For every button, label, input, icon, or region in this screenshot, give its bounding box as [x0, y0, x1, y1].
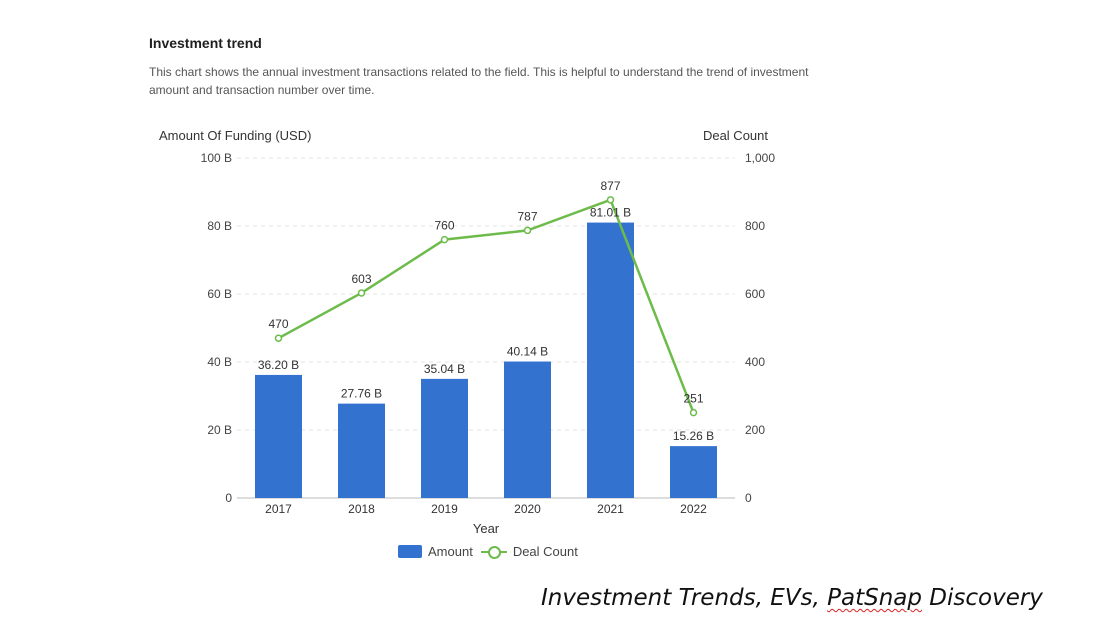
- deal-count-value-label: 603: [351, 272, 371, 286]
- x-tick-label: 2020: [514, 502, 541, 516]
- legend-label-deal-count: Deal Count: [513, 544, 578, 559]
- bar-value-label: 35.04 B: [424, 362, 465, 376]
- legend-line-swatch-icon: [481, 545, 507, 558]
- y-left-tick-label: 80 B: [207, 219, 232, 233]
- y-right-tick-label: 400: [745, 355, 765, 369]
- y-left-tick-label: 40 B: [207, 355, 232, 369]
- caption-tail: Discovery: [922, 585, 1043, 611]
- y-right-tick-label: 0: [745, 491, 752, 505]
- chart-legend: Amount Deal Count: [398, 544, 578, 559]
- bar-series: [255, 223, 717, 498]
- deal-count-point-2017: [276, 335, 282, 341]
- legend-label-amount: Amount: [428, 544, 473, 559]
- y-left-tick-label: 20 B: [207, 423, 232, 437]
- investment-trend-chart: 0 0 20 B 200 40 B 400 60 B 600 80 B 800 100 B 1,000…: [0, 0, 1100, 540]
- caption-main: Investment Trends, EVs,: [541, 585, 827, 611]
- legend-item-amount[interactable]: Amount: [398, 544, 473, 559]
- bar-value-label: 15.26 B: [673, 429, 714, 443]
- y-right-tick-label: 200: [745, 423, 765, 437]
- deal-count-value-label: 470: [268, 317, 288, 331]
- y-left-axis-title: Amount Of Funding (USD): [159, 128, 311, 143]
- bar-value-label: 36.20 B: [258, 358, 299, 372]
- y-left-tick-label: 60 B: [207, 287, 232, 301]
- deal-count-point-2019: [442, 237, 448, 243]
- x-tick-label: 2018: [348, 502, 375, 516]
- deal-count-value-label: 787: [517, 209, 537, 223]
- legend-item-deal-count[interactable]: Deal Count: [481, 544, 578, 559]
- bar-2021: [587, 223, 634, 498]
- x-tick-label: 2017: [265, 502, 292, 516]
- deal-count-value-label: 877: [600, 179, 620, 193]
- bar-2017: [255, 375, 302, 498]
- bar-value-label: 40.14 B: [507, 345, 548, 359]
- deal-count-value-label: 251: [683, 392, 703, 406]
- bar-2018: [338, 404, 385, 498]
- y-right-axis-title: Deal Count: [703, 128, 768, 143]
- y-right-tick-label: 800: [745, 219, 765, 233]
- caption-brand: PatSnap: [827, 585, 922, 611]
- bar-2022: [670, 446, 717, 498]
- y-right-tick-label: 600: [745, 287, 765, 301]
- legend-bar-swatch-icon: [398, 545, 422, 558]
- x-tick-label: 2019: [431, 502, 458, 516]
- grid-lines: [237, 158, 735, 430]
- x-axis-title: Year: [473, 521, 500, 536]
- deal-count-point-2020: [525, 227, 531, 233]
- bar-2020: [504, 362, 551, 498]
- y-left-tick-label: 0: [225, 491, 232, 505]
- deal-count-point-2018: [359, 290, 365, 296]
- y-left-tick-label: 100 B: [201, 151, 232, 165]
- x-tick-label: 2021: [597, 502, 624, 516]
- deal-count-point-2022: [691, 410, 697, 416]
- bar-2019: [421, 379, 468, 498]
- bar-value-label: 27.76 B: [341, 387, 382, 401]
- image-caption: Investment Trends, EVs, PatSnap Discover…: [541, 585, 1043, 611]
- x-tick-label: 2022: [680, 502, 707, 516]
- y-right-tick-label: 1,000: [745, 151, 775, 165]
- deal-count-point-2021: [608, 197, 614, 203]
- deal-count-value-label: 760: [434, 219, 454, 233]
- bar-value-label: 81.01 B: [590, 206, 631, 220]
